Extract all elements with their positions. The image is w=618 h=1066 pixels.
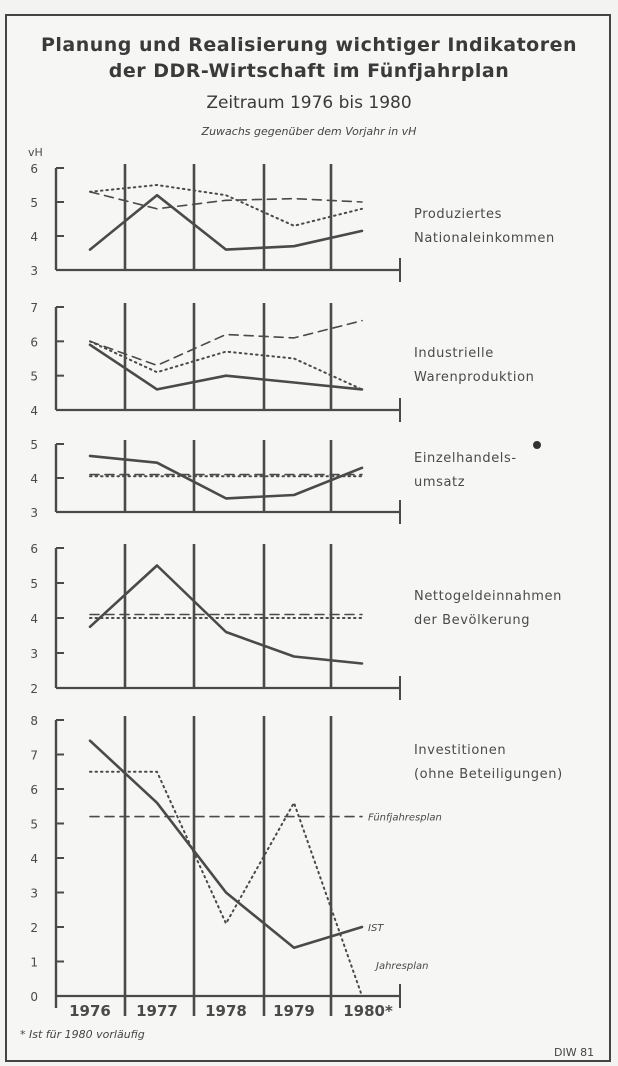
series-line-dashed [89, 319, 363, 367]
chart-title-line1: Planung und Realisierung wichtiger Indik… [40, 34, 578, 56]
y-tick-label: 1 [30, 956, 38, 970]
x-tick-label: 1979 [273, 1002, 315, 1020]
y-tick-label: 2 [30, 921, 38, 935]
footnote: * Ist für 1980 vorläufig [20, 1028, 145, 1041]
y-tick-label: 4 [30, 612, 38, 626]
y-tick-label: 6 [30, 335, 38, 349]
y-tick-label: 3 [30, 264, 38, 278]
panel-title: (ohne Beteiligungen) [414, 767, 563, 782]
y-tick-label: 4 [30, 852, 38, 866]
y-tick-label: 6 [30, 542, 38, 556]
x-tick-label: 1978 [205, 1002, 247, 1020]
panel-title: Nationaleinkommen [414, 231, 555, 246]
y-tick-label: 4 [30, 472, 38, 486]
y-tick-label: 6 [30, 783, 38, 797]
chart-note: Zuwachs gegenüber dem Vorjahr in vH [201, 125, 417, 138]
series-line-solid [88, 193, 364, 251]
chart-subtitle: Zeitraum 1976 bis 1980 [206, 93, 412, 113]
panel-title: Warenproduktion [414, 370, 534, 385]
y-tick-label: 5 [30, 370, 38, 384]
chart-title-line2: der DDR-Wirtschaft im Fünfjahrplan [108, 60, 510, 82]
chart-frame [5, 14, 611, 1062]
y-tick-label: 7 [30, 301, 38, 315]
y-tick-label: 0 [30, 990, 38, 1004]
source-label: DIW 81 [554, 1046, 595, 1059]
y-tick-label: 3 [30, 887, 38, 901]
panel-title: umsatz [414, 475, 465, 490]
series-line-solid [88, 454, 364, 500]
y-tick-label: 6 [30, 162, 38, 176]
panel-title: Nettogeldeinnahmen [414, 589, 562, 604]
y-tick-label: 5 [30, 577, 38, 591]
panel-title: Einzelhandels- [414, 451, 517, 466]
panel-title: Investitionen [414, 743, 506, 758]
series-line-dashed [89, 191, 363, 210]
panel-title: der Bevölkerung [414, 613, 530, 628]
panel-title: Produziertes [414, 207, 502, 222]
panel-title: Industrielle [414, 346, 494, 361]
y-tick-label: 2 [30, 682, 38, 696]
y-tick-label: 5 [30, 818, 38, 832]
series-label: IST [368, 923, 384, 934]
y-tick-label: 8 [30, 714, 38, 728]
y-unit-label: vH [28, 146, 43, 159]
x-tick-label: 1977 [136, 1002, 178, 1020]
series-line-dotted [89, 340, 363, 391]
y-tick-label: 3 [30, 647, 38, 661]
series-line-solid [88, 564, 364, 665]
y-tick-label: 4 [30, 404, 38, 418]
series-line-dotted [89, 184, 363, 227]
y-tick-label: 3 [30, 506, 38, 520]
x-tick-label: 1980* [343, 1002, 393, 1020]
stray-dot [533, 441, 541, 449]
x-tick-label: 1976 [69, 1002, 111, 1020]
series-label: Fünfjahresplan [368, 813, 442, 824]
y-tick-label: 7 [30, 749, 38, 763]
y-tick-label: 5 [30, 196, 38, 210]
series-line-solid [88, 739, 364, 950]
series-label: Jahresplan [374, 961, 428, 972]
y-tick-label: 4 [30, 230, 38, 244]
series-line-dotted [89, 770, 363, 997]
series-line-solid [88, 343, 364, 391]
y-tick-label: 5 [30, 438, 38, 452]
